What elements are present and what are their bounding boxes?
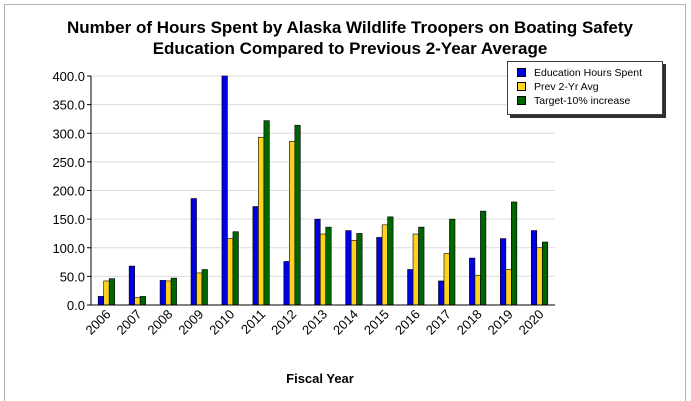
bar-2016-series-2 — [412, 233, 419, 306]
bar-2012-series-2 — [289, 140, 296, 306]
bar-2012-series-1 — [283, 261, 290, 306]
bar-2017-series-2 — [443, 253, 450, 306]
bar-2008-series-3 — [170, 277, 177, 306]
y-tick-label: 400.0 — [52, 69, 85, 84]
bar-2019-series-3 — [511, 201, 518, 306]
bar-2019-series-1 — [500, 238, 507, 306]
x-tick-label: 2009 — [175, 307, 206, 338]
x-tick-label: 2020 — [516, 307, 547, 338]
bar-2016-series-1 — [407, 269, 414, 306]
bar-2007-series-3 — [139, 296, 146, 306]
bar-2019-series-2 — [505, 269, 512, 306]
bar-2008-series-1 — [159, 280, 166, 306]
legend-label-prev-avg: Prev 2-Yr Avg — [534, 81, 599, 93]
chart-legend: Education Hours Spent Prev 2-Yr Avg Targ… — [507, 61, 663, 115]
bar-2013-series-1 — [314, 218, 321, 306]
y-tick-label: 300.0 — [52, 126, 85, 141]
bar-2014-series-2 — [350, 240, 357, 306]
bar-2006-series-1 — [97, 296, 105, 306]
bar-2007-series-1 — [128, 265, 135, 306]
bar-2014-series-3 — [356, 233, 363, 306]
y-tick-label: 100.0 — [52, 241, 85, 256]
bar-2020-series-3 — [541, 241, 549, 306]
bar-2010-series-1 — [221, 75, 228, 306]
legend-swatch-education — [517, 68, 526, 77]
legend-label-target: Target-10% increase — [534, 95, 631, 107]
x-tick-label: 2018 — [454, 307, 485, 338]
bar-2006-series-3 — [108, 278, 116, 306]
bar-2011-series-2 — [258, 136, 265, 306]
legend-swatch-prev-avg — [517, 82, 526, 91]
bar-2018-series-3 — [480, 210, 487, 306]
x-tick-label: 2011 — [238, 307, 268, 337]
x-tick-label: 2006 — [83, 307, 114, 338]
bar-2007-series-2 — [134, 297, 141, 306]
y-tick-label: 350.0 — [52, 98, 85, 113]
x-tick-label: 2014 — [330, 307, 361, 338]
bar-2015-series-2 — [381, 224, 388, 306]
bar-2017-series-3 — [449, 218, 456, 306]
x-tick-label: 2016 — [392, 307, 423, 338]
x-tick-label: 2010 — [206, 307, 237, 338]
bar-2020-series-1 — [530, 230, 538, 306]
legend-label-education: Education Hours Spent — [534, 67, 642, 79]
bar-2013-series-3 — [325, 226, 332, 306]
y-tick-label: 150.0 — [52, 212, 85, 227]
x-tick-label: 2017 — [423, 307, 454, 338]
x-tick-label: 2012 — [268, 307, 299, 338]
x-tick-label: 2007 — [113, 307, 144, 338]
y-tick-label: 0.0 — [67, 298, 85, 313]
x-tick-label: 2013 — [299, 307, 330, 338]
bar-2016-series-3 — [418, 226, 425, 306]
bar-2009-series-2 — [196, 272, 203, 306]
bar-2011-series-3 — [263, 120, 270, 306]
chart-title-line1: Number of Hours Spent by Alaska Wildlife… — [67, 18, 633, 37]
chart-title-line2: Education Compared to Previous 2-Year Av… — [152, 39, 548, 58]
y-tick-label: 50.0 — [60, 269, 85, 284]
bar-2015-series-3 — [387, 216, 394, 306]
x-tick-label: 2008 — [144, 307, 175, 338]
bar-2013-series-2 — [319, 233, 327, 306]
y-tick-label: 200.0 — [52, 184, 85, 199]
x-tick-label: 2019 — [485, 307, 516, 338]
chart-frame — [4, 4, 686, 401]
bar-2018-series-2 — [474, 274, 481, 306]
y-tick-label: 250.0 — [52, 155, 85, 170]
bar-2006-series-2 — [103, 280, 110, 306]
bar-2008-series-2 — [165, 280, 172, 306]
bar-2009-series-1 — [190, 198, 197, 306]
bar-2011-series-1 — [252, 206, 259, 306]
x-axis-label: Fiscal Year — [286, 371, 354, 386]
bar-2010-series-3 — [232, 231, 239, 306]
bar-2014-series-1 — [345, 230, 352, 306]
legend-swatch-target — [517, 96, 526, 105]
x-tick-label: 2015 — [361, 307, 392, 338]
bar-2009-series-3 — [201, 269, 208, 306]
bar-2017-series-1 — [438, 280, 445, 306]
bar-2018-series-1 — [469, 257, 476, 306]
bar-2010-series-2 — [227, 238, 234, 306]
bar-2015-series-1 — [376, 237, 383, 306]
bar-2020-series-2 — [536, 247, 543, 306]
bar-2012-series-3 — [294, 124, 301, 306]
